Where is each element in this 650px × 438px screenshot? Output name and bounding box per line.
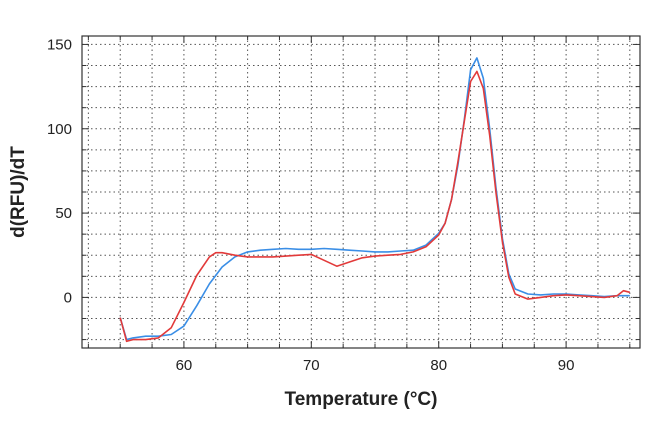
series-line-1 <box>119 57 630 341</box>
x-tick-label: 70 <box>303 357 320 374</box>
grid-lines <box>82 36 640 348</box>
x-tick-label: 80 <box>430 357 447 374</box>
series-line-2 <box>119 70 630 343</box>
x-tick-label: 90 <box>558 357 575 374</box>
y-tick-label: 100 <box>47 121 72 138</box>
y-tick-label: 150 <box>47 36 72 53</box>
x-tick-label: 60 <box>176 357 193 374</box>
y-tick-label: 0 <box>64 289 72 306</box>
x-axis-title: Temperature (°C) <box>285 389 438 410</box>
axis-ticks: 60 70 80 90 0 50 100 150 <box>47 36 640 374</box>
y-axis-title: d(RFU)/dT <box>8 146 29 238</box>
y-tick-label: 50 <box>55 205 72 222</box>
series-group <box>119 57 630 343</box>
